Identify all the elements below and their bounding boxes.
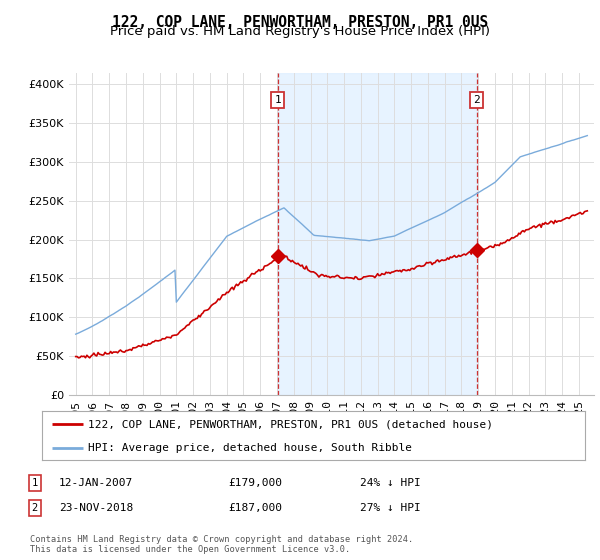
Text: HPI: Average price, detached house, South Ribble: HPI: Average price, detached house, Sout… <box>88 443 412 453</box>
Text: 1: 1 <box>32 478 38 488</box>
Text: £187,000: £187,000 <box>228 503 282 513</box>
Text: £179,000: £179,000 <box>228 478 282 488</box>
Text: 2: 2 <box>473 95 480 105</box>
Text: 23-NOV-2018: 23-NOV-2018 <box>59 503 133 513</box>
Text: 12-JAN-2007: 12-JAN-2007 <box>59 478 133 488</box>
Text: Contains HM Land Registry data © Crown copyright and database right 2024.
This d: Contains HM Land Registry data © Crown c… <box>30 535 413 554</box>
Text: 1: 1 <box>274 95 281 105</box>
Text: 24% ↓ HPI: 24% ↓ HPI <box>360 478 421 488</box>
Bar <box>278 73 476 395</box>
Text: 27% ↓ HPI: 27% ↓ HPI <box>360 503 421 513</box>
Text: 2: 2 <box>32 503 38 513</box>
Text: Price paid vs. HM Land Registry's House Price Index (HPI): Price paid vs. HM Land Registry's House … <box>110 25 490 38</box>
Text: 122, COP LANE, PENWORTHAM, PRESTON, PR1 0US (detached house): 122, COP LANE, PENWORTHAM, PRESTON, PR1 … <box>88 419 493 430</box>
Text: 122, COP LANE, PENWORTHAM, PRESTON, PR1 0US: 122, COP LANE, PENWORTHAM, PRESTON, PR1 … <box>112 15 488 30</box>
